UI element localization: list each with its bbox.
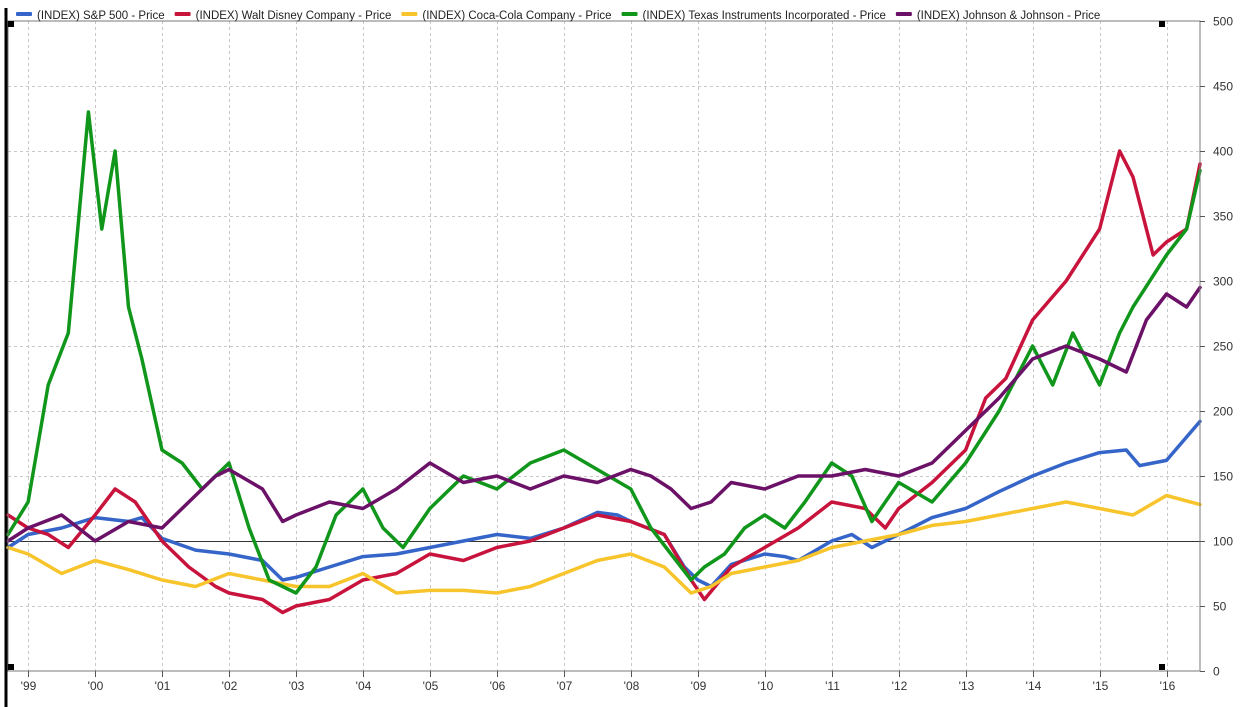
legend-swatch-1 — [16, 12, 32, 16]
x-tick-label: '03 — [289, 679, 305, 693]
y-axis: 0 50 100 150 200 250 300 350 400 450 500 — [1200, 15, 1233, 679]
x-tick-label: '02 — [222, 679, 238, 693]
gridlines — [8, 21, 1200, 671]
y-tick-label: 150 — [1213, 470, 1233, 484]
corner-handle-top-right[interactable] — [1159, 21, 1165, 27]
legend-entry-2: (INDEX) Walt Disney Company - Price — [196, 10, 392, 22]
y-tick-label: 250 — [1213, 340, 1233, 354]
x-tick-label: '07 — [557, 679, 573, 693]
y-tick-label: 200 — [1213, 405, 1233, 419]
x-tick-label: '11 — [825, 679, 840, 693]
series-line-3 — [6, 493, 1202, 595]
x-tick-label: '00 — [88, 679, 104, 693]
y-tick-label: 350 — [1213, 210, 1233, 224]
x-tick-label: '99 — [21, 679, 37, 693]
corner-handle-bottom-right[interactable] — [1159, 664, 1165, 670]
legend: (INDEX) S&P 500 - Price (INDEX) Walt Disn… — [16, 10, 1100, 22]
x-tick-label: '12 — [892, 679, 908, 693]
x-tick-label: '10 — [758, 679, 774, 693]
y-tick-label: 500 — [1213, 15, 1233, 29]
x-tick-label: '01 — [155, 679, 171, 693]
y-tick-label: 450 — [1213, 80, 1233, 94]
x-tick-label: '04 — [356, 679, 372, 693]
series-line-4 — [6, 110, 1202, 595]
legend-swatch-2 — [174, 12, 191, 16]
series-line-5 — [6, 285, 1202, 543]
y-tick-label: 50 — [1213, 600, 1227, 614]
x-tick-label: '14 — [1026, 679, 1042, 693]
x-tick-label: '09 — [691, 679, 707, 693]
legend-swatch-5 — [895, 12, 912, 16]
legend-swatch-3 — [401, 12, 418, 16]
legend-entry-1: (INDEX) S&P 500 - Price — [37, 10, 165, 22]
x-tick-label: '16 — [1160, 679, 1176, 693]
y-tick-label: 100 — [1213, 535, 1233, 549]
legend-entry-4: (INDEX) Texas Instruments Incorporated -… — [643, 10, 886, 22]
y-tick-label: 300 — [1213, 275, 1233, 289]
corner-handle-bottom-left[interactable] — [8, 664, 14, 670]
legend-swatch-4 — [621, 12, 638, 16]
legend-entry-3: (INDEX) Coca-Cola Company - Price — [422, 10, 611, 22]
corner-handle-top-left[interactable] — [8, 21, 14, 27]
y-tick-label: 0 — [1213, 665, 1220, 679]
y-tick-label: 400 — [1213, 145, 1233, 159]
x-tick-label: '06 — [490, 679, 506, 693]
x-tick-label: '13 — [959, 679, 975, 693]
series-line-2 — [6, 149, 1202, 615]
series-lines — [6, 110, 1202, 615]
x-axis: '99 '00 '01 '02 '03 '04 '05 '06 '07 '08 '09 '10 '11 '… — [21, 671, 1176, 693]
x-tick-label: '08 — [624, 679, 640, 693]
legend-entry-5: (INDEX) Johnson & Johnson - Price — [917, 10, 1100, 22]
x-tick-label: '05 — [423, 679, 439, 693]
x-tick-label: '15 — [1093, 679, 1109, 693]
